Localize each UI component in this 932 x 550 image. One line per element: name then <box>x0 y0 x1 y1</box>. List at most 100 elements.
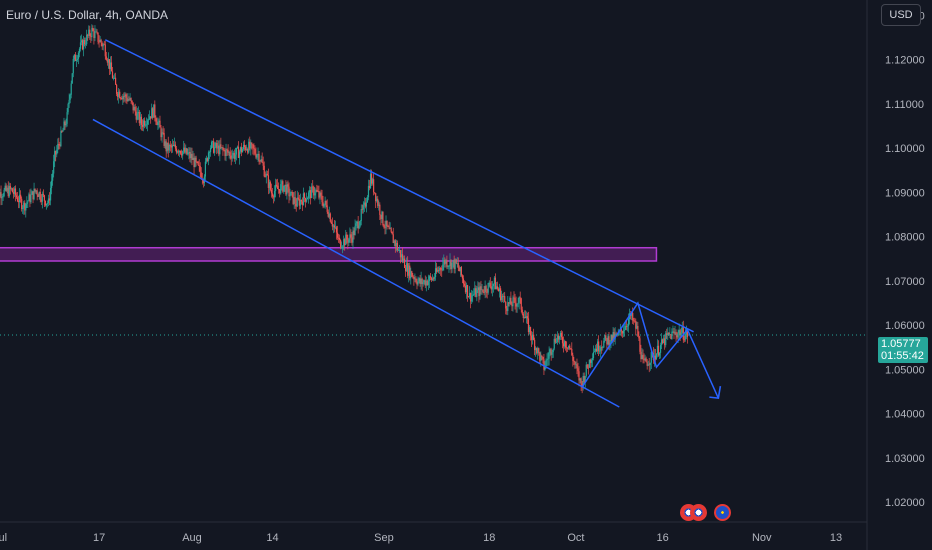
candle-body <box>524 316 526 319</box>
candle-body <box>256 155 258 158</box>
candle-body <box>34 188 36 192</box>
candle-body <box>222 147 224 150</box>
candle-body <box>105 56 107 60</box>
candle-body <box>27 200 29 203</box>
candle-body <box>217 145 219 149</box>
candle-body <box>159 120 161 128</box>
candle-body <box>490 286 492 290</box>
currency-button[interactable]: USD <box>881 4 921 26</box>
candle-body <box>465 285 468 293</box>
candle-body <box>429 276 432 278</box>
candle-body <box>135 111 137 120</box>
candle-body <box>530 335 533 340</box>
candle-body <box>543 359 545 370</box>
candle-body <box>79 42 82 49</box>
candle-body <box>408 265 410 276</box>
candle-body <box>597 341 599 352</box>
candle-body <box>238 151 241 158</box>
candle-body <box>633 320 635 322</box>
candle-body <box>174 144 177 149</box>
eu-flag-event-icon[interactable] <box>714 504 731 521</box>
candle-body <box>271 193 274 197</box>
candle-body <box>623 329 626 331</box>
candle-body <box>526 316 529 319</box>
price-tick-label: 1.10000 <box>885 143 925 155</box>
candle-body <box>646 362 648 366</box>
candle-body <box>139 116 141 124</box>
candle-body <box>488 282 490 284</box>
candle-body <box>220 144 222 148</box>
candle-body <box>347 239 349 243</box>
candle-body <box>152 108 154 118</box>
candle-body <box>664 338 666 346</box>
candle-body <box>361 209 363 210</box>
candle-body <box>583 375 585 383</box>
candle-body <box>416 282 418 285</box>
candle-body <box>667 332 669 336</box>
candle-body <box>449 260 451 266</box>
candle-body <box>249 141 251 149</box>
candle-body <box>169 144 171 146</box>
candle-body <box>365 202 368 207</box>
candle-body <box>70 83 72 95</box>
candle-body <box>391 231 393 235</box>
us-flag-event-icon[interactable] <box>690 504 707 521</box>
candle-body <box>661 339 663 346</box>
candle-body <box>457 263 459 269</box>
candle-body <box>495 286 498 290</box>
candle-body <box>360 209 362 221</box>
resistance-zone <box>0 246 658 262</box>
candle-body <box>563 341 566 347</box>
candle-body <box>507 302 509 312</box>
candle-body <box>542 357 544 360</box>
candle-body <box>278 188 280 190</box>
candle-body <box>413 276 415 280</box>
candle-body <box>415 278 417 283</box>
candle-body <box>562 343 565 347</box>
symbol-title[interactable]: Euro / U.S. Dollar, 4h, OANDA <box>6 8 169 22</box>
candle-body <box>214 146 216 153</box>
candle-body <box>106 59 108 63</box>
candle-body <box>197 161 199 165</box>
candle-body <box>671 331 673 340</box>
candle-body <box>93 30 95 38</box>
candle-body <box>145 124 148 126</box>
candle-body <box>536 348 538 354</box>
candle-body <box>394 240 396 247</box>
candle-body <box>335 227 338 233</box>
price-axis[interactable]: 1.130001.120001.110001.100001.090001.080… <box>885 10 925 509</box>
candle-body <box>613 331 615 340</box>
candle-body <box>442 264 444 271</box>
candle-body <box>225 149 227 156</box>
candle-body <box>333 225 336 228</box>
candle-body <box>459 267 461 272</box>
candle-body <box>262 162 264 166</box>
candle-body <box>24 202 26 211</box>
candle-body <box>402 258 405 261</box>
arrowhead <box>709 386 722 400</box>
candle-body <box>302 193 305 206</box>
drawings-layer[interactable] <box>0 39 867 408</box>
candle-body <box>476 290 478 297</box>
candle-body <box>176 151 179 153</box>
candle-body <box>47 198 50 204</box>
candle-body <box>527 318 530 333</box>
candle-body <box>318 191 320 198</box>
candle-body <box>668 332 670 335</box>
candle-body <box>484 286 486 293</box>
candle-body <box>9 185 11 190</box>
candle-body <box>677 333 679 338</box>
candle-body <box>636 325 638 329</box>
candle-body <box>259 160 261 162</box>
candle-body <box>254 148 256 154</box>
candle-body <box>100 39 102 44</box>
candle-body <box>342 246 344 248</box>
time-axis[interactable]: Jul 17 Aug 14 Sep 18 Oct 16 Nov 13 <box>0 532 842 544</box>
candle-body <box>210 142 213 149</box>
candle-body <box>304 198 307 202</box>
candle-body <box>537 348 539 354</box>
candle-body <box>650 352 652 363</box>
candle-body <box>98 41 100 43</box>
candle-body <box>38 192 40 197</box>
